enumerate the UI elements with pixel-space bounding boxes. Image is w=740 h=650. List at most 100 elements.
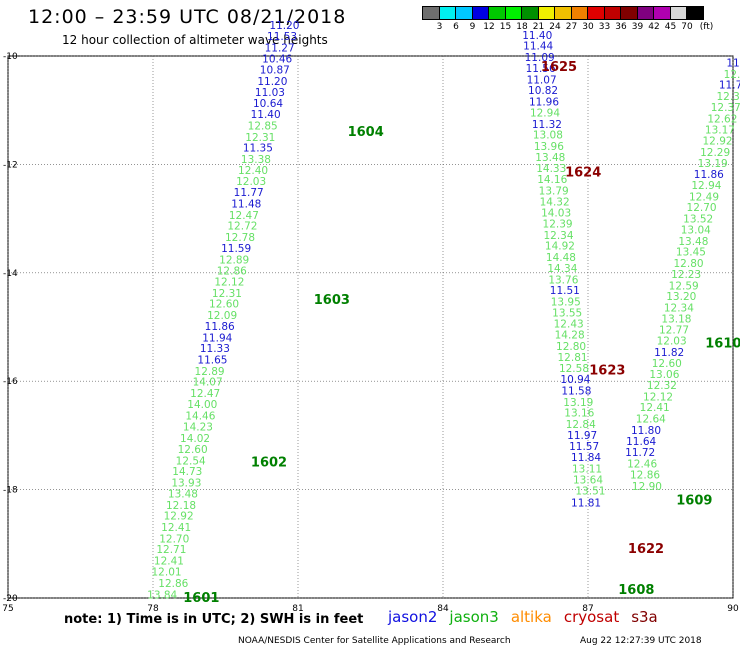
color-scale-label: 70 xyxy=(681,22,693,32)
wave-height-value: 14.73 xyxy=(172,466,202,478)
wave-height-value: 12.12 xyxy=(214,276,244,288)
wave-height-value: 11.80 xyxy=(631,425,661,437)
wave-height-value: 11.86 xyxy=(205,321,235,333)
wave-height-value: 14.46 xyxy=(185,410,215,422)
wave-height-value: 11.33 xyxy=(200,343,230,355)
wave-height-value: 13.18 xyxy=(661,313,691,325)
longitude-tick-label: 78 xyxy=(147,604,159,614)
wave-height-value: 11.56 xyxy=(526,63,556,75)
wave-height-value: 13.06 xyxy=(649,369,679,381)
wave-height-value: 13.48 xyxy=(678,236,708,248)
wave-height-value: 11.59 xyxy=(221,243,251,255)
wave-height-value: 12.32 xyxy=(647,380,677,392)
wave-height-value: 11.82 xyxy=(654,347,684,359)
wave-height-value: 12.94 xyxy=(691,180,721,192)
wave-height-value: 11.27 xyxy=(265,42,295,54)
wave-height-value: 12.59 xyxy=(669,280,699,292)
wave-height-value: 12.60 xyxy=(209,299,239,311)
wave-height-value: 11.7 xyxy=(719,80,740,92)
satellite-legend: jason2 jason3 altika cryosat s3a xyxy=(388,608,658,626)
wave-height-value: 10.87 xyxy=(260,65,290,77)
wave-height-value: 12.41 xyxy=(640,402,670,414)
wave-height-value: 12.01 xyxy=(152,566,182,578)
pass-number-label: 1625 xyxy=(541,60,577,75)
pass-number-label: 1601 xyxy=(183,591,219,606)
color-scale-label: 9 xyxy=(469,22,476,32)
wave-height-value: 12.90 xyxy=(632,481,662,493)
wave-height-value: 12.18 xyxy=(166,500,196,512)
wave-height-value: 11.57 xyxy=(569,441,599,453)
wave-height-value: 13.45 xyxy=(676,247,706,259)
wave-height-value: 13.84 xyxy=(147,590,177,602)
wave-height-value: 11.65 xyxy=(197,355,227,367)
wave-height-value: 12.09 xyxy=(207,310,237,322)
wave-height-value: 14.23 xyxy=(183,422,213,434)
legend-jason3: jason3 xyxy=(449,608,499,626)
longitude-tick-label: 90 xyxy=(727,604,739,614)
wave-height-value: 12.31 xyxy=(245,132,275,144)
legend-s3a: s3a xyxy=(631,608,658,626)
wave-height-value: 13.19 xyxy=(698,158,728,170)
wave-height-value: 13.79 xyxy=(539,185,569,197)
wave-height-value: 11.94 xyxy=(202,332,232,344)
wave-height-value: 12.43 xyxy=(554,319,584,331)
wave-height-value: 11.77 xyxy=(234,187,264,199)
wave-height-value: 12.70 xyxy=(159,533,189,545)
wave-height-value: 14.16 xyxy=(537,174,567,186)
latitude-tick-label: -16 xyxy=(3,377,18,387)
wave-height-value: 10.46 xyxy=(262,54,292,66)
wave-height-value: 11.97 xyxy=(567,430,597,442)
wave-height-value: 14.48 xyxy=(546,252,576,264)
longitude-tick-label: 87 xyxy=(582,604,593,614)
wave-height-value: 13.76 xyxy=(548,274,578,286)
wave-height-value: 13.04 xyxy=(681,224,711,236)
pass-number-label: 1610 xyxy=(705,336,740,351)
wave-height-value: 12.47 xyxy=(190,388,220,400)
wave-height-value: 12.60 xyxy=(652,358,682,370)
wave-height-value: 13.38 xyxy=(241,154,271,166)
wave-height-value: 10.94 xyxy=(560,374,590,386)
color-scale-label: 21 xyxy=(532,22,545,32)
wave-height-value: 10.82 xyxy=(528,85,558,97)
wave-height-value: 12.46 xyxy=(627,459,657,471)
wave-height-color-scale xyxy=(422,6,704,20)
wave-height-value: 12.23 xyxy=(671,269,701,281)
wave-height-value: 12.40 xyxy=(238,165,268,177)
wave-height-value: 13.48 xyxy=(535,152,565,164)
wave-height-value: 13.95 xyxy=(551,297,581,309)
wave-height-value: 11.96 xyxy=(529,97,559,109)
wave-height-value: 14.32 xyxy=(540,196,570,208)
wave-height-value: 13.55 xyxy=(552,307,582,319)
wave-height-value: 11.58 xyxy=(561,385,591,397)
pass-number-label: 1622 xyxy=(628,542,664,557)
pass-number-label: 1603 xyxy=(314,293,350,308)
legend-altika: altika xyxy=(510,608,552,626)
wave-height-value: 12. xyxy=(724,69,740,81)
wave-height-value: 11.03 xyxy=(255,87,285,99)
wave-height-value: 12.78 xyxy=(225,232,255,244)
wave-height-value: 14.03 xyxy=(541,208,571,220)
wave-height-value: 13.16 xyxy=(564,408,594,420)
wave-height-value: 11.72 xyxy=(625,447,655,459)
wave-height-value: 12.58 xyxy=(559,363,589,375)
wave-height-value: 14.07 xyxy=(193,377,223,389)
latitude-tick-label: -20 xyxy=(3,594,18,604)
wave-height-value: 12.34 xyxy=(664,302,694,314)
wave-height-value: 13.64 xyxy=(573,474,603,486)
wave-height-value: 13.52 xyxy=(683,214,713,226)
wave-height-value: 11.35 xyxy=(243,143,273,155)
latitude-tick-label: -14 xyxy=(3,269,18,279)
wave-height-value: 12.41 xyxy=(161,522,191,534)
wave-height-value: 12.86 xyxy=(630,469,660,481)
wave-height-value: 11.81 xyxy=(571,498,601,510)
wave-height-value: 12.62 xyxy=(707,113,737,125)
wave-height-value: 10.64 xyxy=(253,98,283,110)
wave-height-value: 12.84 xyxy=(566,419,596,431)
longitude-tick-label: 75 xyxy=(2,604,13,614)
pass-number-label: 1604 xyxy=(348,125,384,140)
wave-height-value: 13.17 xyxy=(705,125,735,137)
wave-height-value: 12.80 xyxy=(556,341,586,353)
wave-height-value: 11.40 xyxy=(251,109,281,121)
wave-height-value: 14.92 xyxy=(545,241,575,253)
